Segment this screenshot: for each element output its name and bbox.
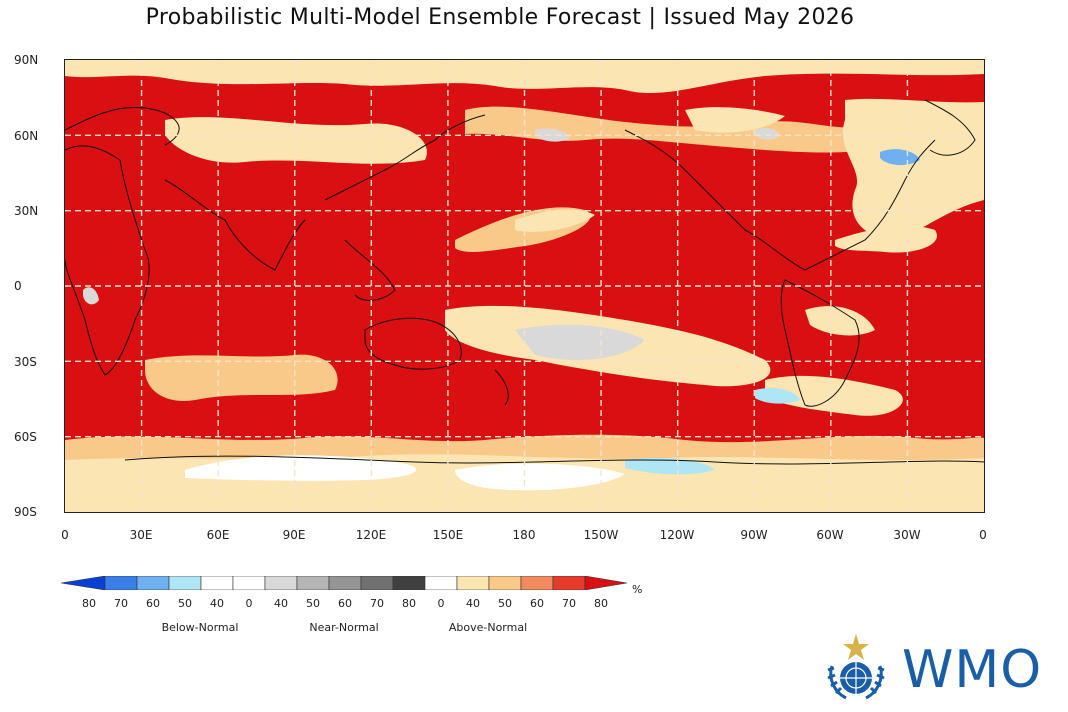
lat-label-60n: 60N xyxy=(14,129,39,143)
colorbar-tick: 70 xyxy=(114,597,128,610)
colorbar-tick: 0 xyxy=(437,597,445,610)
coast-greenland xyxy=(924,99,976,156)
coast-europe xyxy=(65,107,180,146)
siberia-pale xyxy=(165,117,427,164)
colorbar-tick: 80 xyxy=(82,597,96,610)
lon-label-0-east: 0 xyxy=(979,528,987,542)
colorbar-cell xyxy=(520,576,554,590)
canada-pale xyxy=(685,107,785,133)
graticule xyxy=(65,60,984,512)
lon-label-150w: 150W xyxy=(583,528,619,542)
lon-label-30e: 30E xyxy=(129,528,153,542)
colorbar-tick: 40 xyxy=(466,597,480,610)
lon-label-150e: 150E xyxy=(432,528,464,542)
colorbar-tick: 60 xyxy=(530,597,544,610)
atlantic-pale-tropics xyxy=(835,225,937,253)
lat-label-90n: 90N xyxy=(14,53,39,67)
coast-new-zealand xyxy=(494,369,509,406)
legend-above-normal: Above-Normal xyxy=(448,621,528,634)
colorbar-tick: 50 xyxy=(178,597,192,610)
colorbar-cell xyxy=(328,576,362,590)
lon-label-180: 180 xyxy=(512,528,536,542)
legend-below-normal: Below-Normal xyxy=(161,621,239,634)
lon-label-30w: 30W xyxy=(893,528,921,542)
south-atlantic-cyan xyxy=(755,388,800,404)
colorbar-cell xyxy=(136,576,170,590)
bering-grey xyxy=(535,128,570,142)
lon-label-60w: 60W xyxy=(816,528,844,542)
colorbar-tick: 60 xyxy=(146,597,160,610)
lon-label-60e: 60E xyxy=(206,528,230,542)
colorbar-tick: 40 xyxy=(274,597,288,610)
colorbar-tick: 60 xyxy=(338,597,352,610)
coast-se-asia xyxy=(344,239,396,301)
coast-africa xyxy=(65,145,150,376)
colorbar-tick: 70 xyxy=(562,597,576,610)
forecast-map-canvas xyxy=(65,60,984,512)
colorbar-tick: 40 xyxy=(210,597,224,610)
lat-label-90s: 90S xyxy=(14,505,37,519)
probability-colorbar xyxy=(60,576,628,590)
colorbar-tick: 0 xyxy=(245,597,253,610)
colorbar-tick: 80 xyxy=(594,597,608,610)
colorbar-tick: 50 xyxy=(306,597,320,610)
arctic-pale-band xyxy=(65,60,984,93)
forecast-map xyxy=(64,59,985,513)
pacific-pale-streak-2 xyxy=(515,209,595,232)
greenland-pale xyxy=(925,129,984,187)
colorbar-tick: 80 xyxy=(402,597,416,610)
colorbar-cell xyxy=(360,576,394,590)
north-atlantic-blue xyxy=(880,149,920,166)
lon-label-120e: 120E xyxy=(355,528,387,542)
south-pacific-grey xyxy=(515,324,645,360)
page-title: Probabilistic Multi-Model Ensemble Forec… xyxy=(145,5,855,30)
coast-east-asia xyxy=(324,114,486,201)
coast-arabia-india xyxy=(164,179,306,271)
colorbar-cell xyxy=(552,576,586,590)
coast-south-america xyxy=(780,279,860,407)
coast-australia xyxy=(364,317,462,370)
colorbar-cell xyxy=(488,576,522,590)
canada-grey xyxy=(755,128,780,140)
lon-label-120w: 120W xyxy=(659,528,695,542)
colorbar-unit: % xyxy=(632,583,643,596)
colorbar-cell xyxy=(392,576,426,590)
south-indian-pale xyxy=(145,354,338,401)
lat-label-30s: 30S xyxy=(14,355,37,369)
antarctic-white-region-2 xyxy=(455,463,625,491)
colorbar-cell xyxy=(60,576,106,590)
colorbar-cell xyxy=(232,576,266,590)
lat-label-30n: 30N xyxy=(14,204,39,218)
lon-label-90e: 90E xyxy=(282,528,306,542)
wmo-emblem-icon xyxy=(827,634,885,700)
colorbar-tick: 50 xyxy=(498,597,512,610)
legend-near-normal: Near-Normal xyxy=(309,621,379,634)
colorbar-cell xyxy=(296,576,330,590)
colorbar-cell xyxy=(456,576,490,590)
lon-label-0: 0 xyxy=(61,528,69,542)
coastlines xyxy=(65,99,984,465)
colorbar-cell xyxy=(104,576,138,590)
colorbar-cell xyxy=(584,576,628,590)
colorbar-cell xyxy=(424,576,458,590)
colorbar-cell xyxy=(200,576,234,590)
colorbar-tick: 70 xyxy=(370,597,384,610)
colorbar-cell xyxy=(168,576,202,590)
lat-label-0: 0 xyxy=(14,279,22,293)
antarctic-white-region xyxy=(185,455,417,481)
wmo-logo-text: WMO xyxy=(902,640,1043,700)
coast-north-america xyxy=(624,129,936,271)
coast-antarctica xyxy=(124,455,984,465)
colorbar-cell xyxy=(264,576,298,590)
southern-ocean-cyan xyxy=(625,458,715,475)
africa-west-grey xyxy=(83,287,99,305)
north-pacific-pale-band xyxy=(465,106,865,153)
lon-label-90w: 90W xyxy=(740,528,768,542)
lat-label-60s: 60S xyxy=(14,430,37,444)
